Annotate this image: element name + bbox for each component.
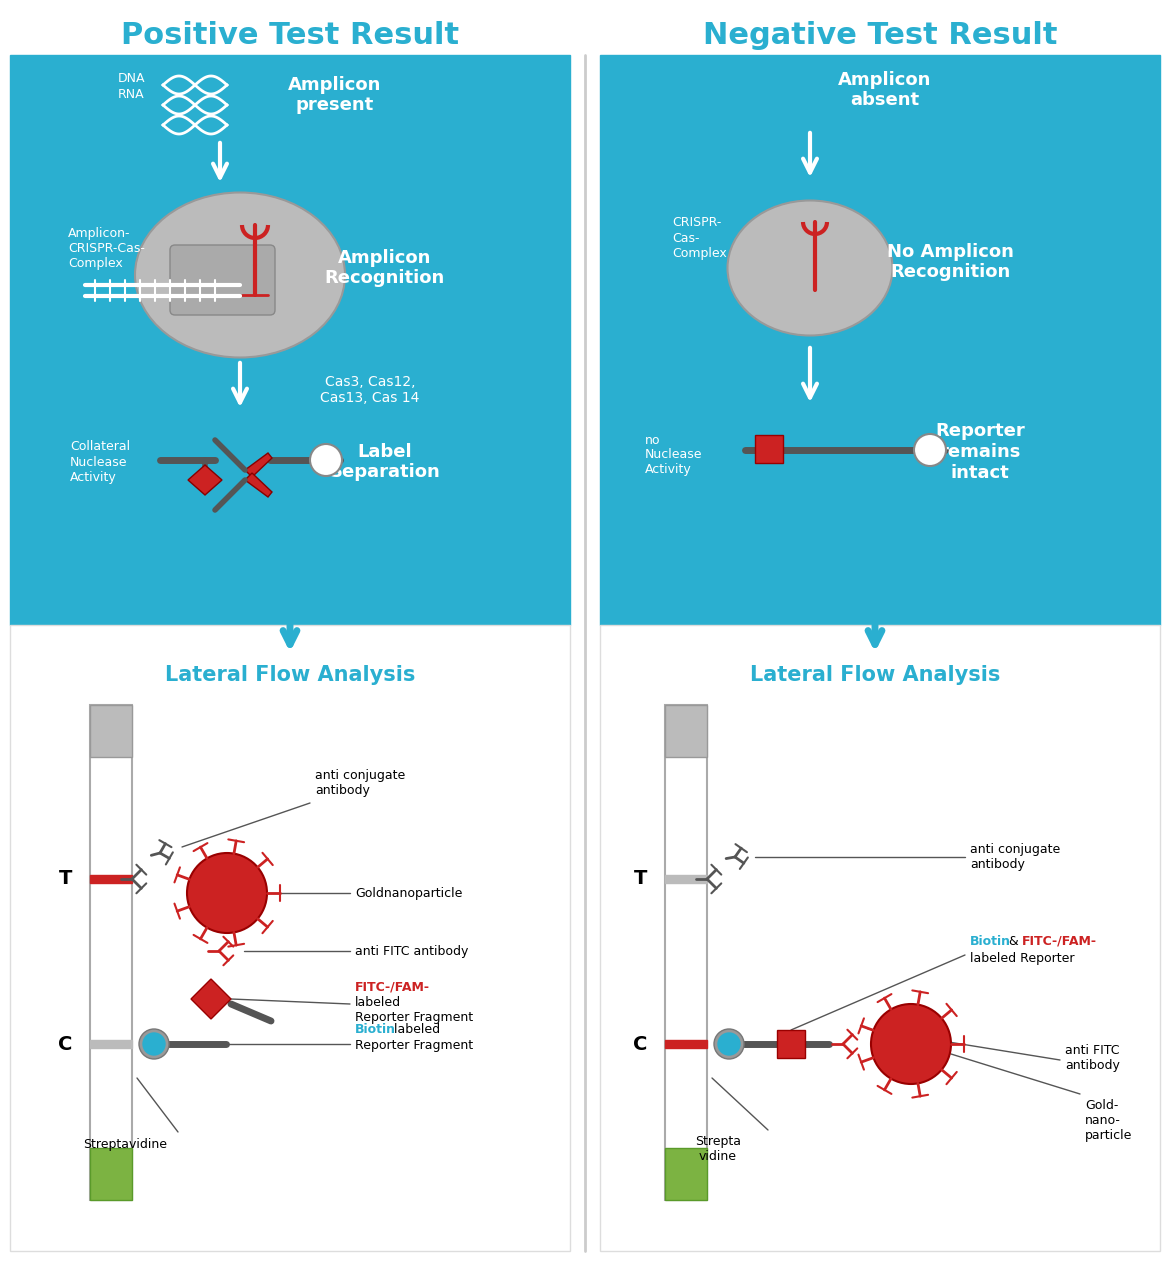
Text: Label
Separation: Label Separation [330, 443, 440, 482]
Text: Amplicon
Recognition: Amplicon Recognition [325, 248, 445, 288]
Polygon shape [245, 453, 271, 477]
Text: Positive Test Result: Positive Test Result [121, 20, 459, 49]
Bar [90, 875, 132, 883]
Circle shape [143, 1033, 165, 1055]
Text: C: C [57, 1034, 73, 1053]
Text: labeled: labeled [390, 1023, 440, 1037]
Bar [665, 1148, 707, 1200]
Circle shape [870, 1004, 951, 1084]
Circle shape [139, 1029, 168, 1059]
Text: Gold-
nano-
particle: Gold- nano- particle [1085, 1100, 1133, 1142]
Ellipse shape [728, 200, 893, 335]
Text: No Amplicon
Recognition: No Amplicon Recognition [887, 242, 1013, 281]
Text: Biotin: Biotin [355, 1023, 395, 1037]
Text: DNA: DNA [118, 72, 145, 84]
Circle shape [714, 1029, 744, 1059]
Text: Goldnanoparticle: Goldnanoparticle [355, 886, 462, 899]
Bar [11, 625, 570, 1251]
Text: anti conjugate
antibody: anti conjugate antibody [970, 844, 1060, 871]
Text: anti FITC antibody: anti FITC antibody [355, 944, 468, 957]
Text: RNA: RNA [118, 88, 145, 101]
Polygon shape [245, 473, 271, 497]
Polygon shape [191, 979, 230, 1019]
Bar [755, 435, 783, 463]
Text: T: T [58, 870, 73, 889]
Text: Collateral
Nuclease
Activity: Collateral Nuclease Activity [70, 440, 130, 483]
Bar [665, 1040, 707, 1048]
Text: FITC-/FAM-: FITC-/FAM- [1023, 934, 1097, 948]
Circle shape [187, 852, 267, 933]
Text: &: & [1005, 934, 1023, 948]
Bar [11, 55, 570, 625]
Bar [665, 875, 707, 883]
Text: Strepta
vidine: Strepta vidine [695, 1135, 741, 1163]
Text: no
Nuclease
Activity: no Nuclease Activity [645, 434, 702, 477]
Bar [777, 1030, 805, 1058]
Bar [90, 1040, 132, 1048]
Text: Amplicon
present: Amplicon present [288, 76, 381, 115]
Text: labeled: labeled [355, 996, 401, 1009]
Text: C: C [633, 1034, 647, 1053]
Text: T: T [634, 870, 647, 889]
Bar [600, 55, 1159, 625]
Text: FITC-/FAM-: FITC-/FAM- [355, 981, 431, 994]
Text: Reporter
remains
intact: Reporter remains intact [935, 422, 1025, 482]
Text: labeled Reporter: labeled Reporter [970, 952, 1074, 965]
Text: Amplicon-
CRISPR-Cas-
Complex: Amplicon- CRISPR-Cas- Complex [68, 227, 145, 270]
Text: Negative Test Result: Negative Test Result [703, 20, 1058, 49]
Bar [90, 705, 132, 1200]
Text: CRISPR-
Cas-
Complex: CRISPR- Cas- Complex [672, 217, 727, 260]
Text: Streptavidine: Streptavidine [83, 1137, 167, 1151]
Circle shape [310, 444, 342, 475]
Text: Reporter Fragment: Reporter Fragment [355, 1011, 473, 1024]
Text: anti FITC
antibody: anti FITC antibody [1065, 1044, 1120, 1072]
Text: Cas3, Cas12,
Cas13, Cas 14: Cas3, Cas12, Cas13, Cas 14 [321, 375, 420, 405]
Text: Biotin: Biotin [970, 934, 1011, 948]
Polygon shape [188, 465, 222, 496]
Text: Lateral Flow Analysis: Lateral Flow Analysis [750, 665, 1000, 685]
Text: anti conjugate
antibody: anti conjugate antibody [315, 769, 405, 797]
Circle shape [718, 1033, 739, 1055]
Bar [90, 1148, 132, 1200]
Ellipse shape [135, 193, 345, 358]
Circle shape [914, 434, 947, 467]
Bar [665, 705, 707, 1200]
FancyBboxPatch shape [170, 245, 275, 315]
Bar [600, 625, 1159, 1251]
Bar [90, 705, 132, 757]
Text: Lateral Flow Analysis: Lateral Flow Analysis [165, 665, 415, 685]
Bar [665, 705, 707, 757]
Text: Reporter Fragment: Reporter Fragment [355, 1039, 473, 1052]
Text: Amplicon
absent: Amplicon absent [839, 71, 931, 110]
